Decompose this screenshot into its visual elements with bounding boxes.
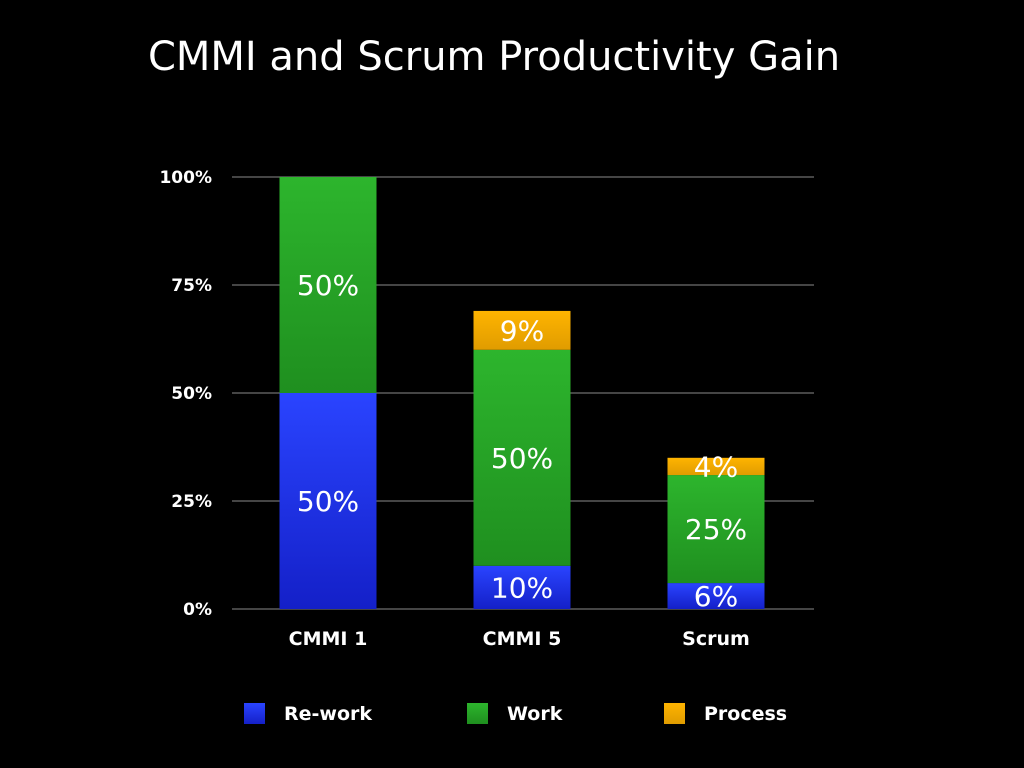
legend-swatch (664, 703, 685, 724)
data-label: 4% (694, 450, 738, 483)
bar-segment-re-work (279, 393, 377, 609)
legend-label: Re-work (284, 703, 372, 725)
y-axis-ticks: 0% 25% 50% 75% 100% (159, 168, 212, 620)
y-tick-label: 25% (171, 492, 212, 512)
x-axis-categories: CMMI 1 CMMI 5 Scrum (289, 628, 750, 650)
y-tick-label: 0% (183, 600, 212, 620)
y-tick-label: 50% (171, 384, 212, 404)
bar-segment-process (473, 310, 571, 350)
bar-segment-re-work (473, 565, 571, 609)
x-category-label: CMMI 1 (289, 628, 368, 650)
x-category-label: Scrum (682, 628, 750, 650)
bars: 50% 50% 10% 50% 9% 6% 25% 4% (279, 177, 765, 613)
chart-title: CMMI and Scrum Productivity Gain (147, 34, 841, 80)
bar-segment-re-work (667, 583, 765, 609)
data-label: 9% (500, 314, 544, 347)
legend-swatch (467, 703, 488, 724)
legend: Re-work Work Process (244, 703, 787, 725)
legend-label: Work (507, 703, 563, 725)
data-label: 6% (694, 580, 738, 613)
bar-segment-work (667, 475, 765, 584)
bar-segment-work (473, 349, 571, 566)
data-label: 10% (491, 571, 553, 604)
x-category-label: CMMI 5 (483, 628, 562, 650)
bar-segment-work (279, 177, 377, 393)
y-tick-label: 75% (171, 276, 212, 296)
legend-label: Process (704, 703, 787, 725)
y-tick-label: 100% (159, 168, 212, 188)
legend-swatch (244, 703, 265, 724)
data-label: 25% (685, 513, 747, 546)
data-label: 50% (297, 485, 359, 518)
data-label: 50% (491, 442, 553, 475)
data-label: 50% (297, 269, 359, 302)
bar-segment-process (667, 457, 765, 476)
